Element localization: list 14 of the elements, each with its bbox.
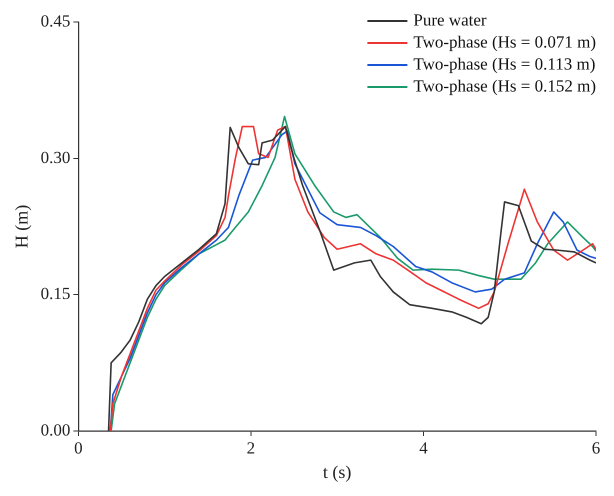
y-tick-label: 0.15: [40, 284, 70, 304]
legend-label: Two-phase (Hs = 0.071 m): [413, 32, 596, 52]
y-tick-label: 0.00: [40, 420, 70, 440]
y-tick-label: 0.30: [40, 148, 70, 167]
x-axis-title: t (s): [322, 462, 352, 482]
legend-label: Two-phase (Hs = 0.152 m): [413, 76, 596, 96]
x-tick-label: 4: [419, 438, 428, 458]
x-tick-label: 0: [74, 438, 83, 458]
y-tick-label: 0.45: [40, 11, 70, 30]
legend-label: Two-phase (Hs = 0.113 m): [413, 54, 596, 74]
legend-label: Pure water: [413, 10, 487, 30]
y-axis-title: H (m): [12, 204, 32, 248]
x-tick-label: 2: [246, 438, 256, 458]
x-tick-label: 6: [592, 438, 600, 458]
